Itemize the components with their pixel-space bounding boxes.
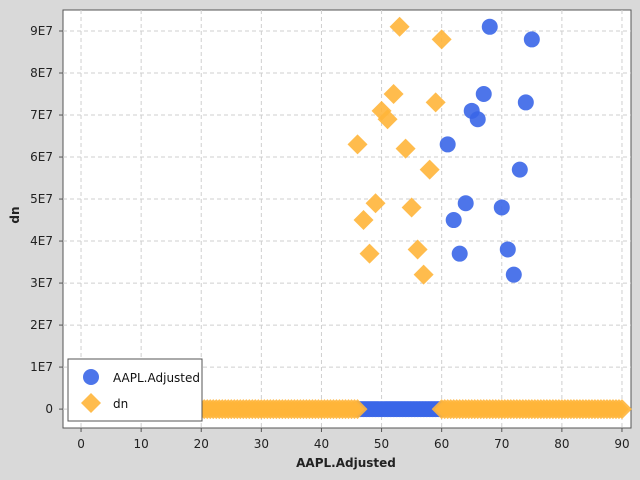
y-tick-label: 9E7: [30, 24, 53, 38]
data-point-dn: [353, 210, 374, 231]
data-point-dn: [401, 197, 422, 218]
x-tick-label: 40: [314, 437, 329, 451]
data-point-dn: [389, 16, 410, 37]
x-tick-label: 30: [254, 437, 269, 451]
plot-area: [62, 9, 632, 429]
x-tick-label: 50: [374, 437, 389, 451]
data-point-dn: [377, 109, 398, 130]
y-axis-title: dn: [8, 206, 22, 223]
y-tick-label: 8E7: [30, 66, 53, 80]
data-point-dn: [407, 239, 428, 260]
x-tick-label: 60: [434, 437, 449, 451]
data-point-dn: [419, 159, 440, 180]
data-point-aapl-adjusted: [439, 136, 456, 153]
data-point-dn: [395, 138, 416, 159]
data-point-dn: [413, 264, 434, 285]
data-point-aapl-adjusted: [457, 195, 474, 212]
legend-box: [67, 358, 203, 422]
data-point-aapl-adjusted: [445, 212, 462, 229]
data-point-aapl-adjusted: [505, 266, 522, 283]
x-tick-label: 80: [554, 437, 569, 451]
y-tick-label: 7E7: [30, 108, 53, 122]
data-point-dn: [425, 92, 446, 113]
data-point-dn: [365, 193, 386, 214]
legend-label-aapl-adjusted: AAPL.Adjusted: [113, 371, 200, 385]
y-tick-label: 2E7: [30, 318, 53, 332]
data-point-dn: [347, 134, 368, 155]
x-tick-label: 90: [614, 437, 629, 451]
data-point-aapl-adjusted: [475, 86, 492, 103]
x-tick-label: 20: [194, 437, 209, 451]
legend-marker-aapl-adjusted: [83, 369, 99, 385]
data-point-dn: [383, 84, 404, 105]
y-tick-label: 6E7: [30, 150, 53, 164]
y-tick-label: 0: [45, 402, 53, 416]
legend: AAPL.Adjusted dn: [67, 358, 203, 422]
y-tick-label: 4E7: [30, 234, 53, 248]
data-point-aapl-adjusted: [499, 241, 516, 258]
data-point-dn-baseline: [347, 399, 368, 420]
x-tick-label: 10: [133, 437, 148, 451]
data-point-aapl-adjusted: [451, 245, 468, 262]
x-axis-title: AAPL.Adjusted: [296, 456, 396, 470]
axis-ticks: 0 10 20 30 40 50 60 70 80 90 0 1E7 2E7 3E7 4E7 5E7 6E7 7E…: [30, 24, 629, 451]
legend-label-dn: dn: [113, 397, 128, 411]
data-points: [191, 16, 632, 420]
data-point-aapl-adjusted: [523, 31, 540, 48]
data-point-dn-baseline: [611, 399, 632, 420]
data-point-aapl-adjusted: [493, 199, 510, 216]
data-point-aapl-adjusted: [469, 111, 486, 128]
y-tick-label: 5E7: [30, 192, 53, 206]
data-point-aapl-adjusted: [517, 94, 534, 111]
y-tick-label: 3E7: [30, 276, 53, 290]
legend-marker-dn: [81, 393, 101, 413]
x-tick-label: 70: [494, 437, 509, 451]
y-tick-label: 1E7: [30, 360, 53, 374]
data-point-dn: [431, 29, 452, 50]
data-point-aapl-adjusted: [481, 18, 498, 35]
x-tick-label: 0: [77, 437, 85, 451]
data-point-aapl-adjusted: [511, 161, 528, 178]
data-point-dn: [359, 243, 380, 264]
